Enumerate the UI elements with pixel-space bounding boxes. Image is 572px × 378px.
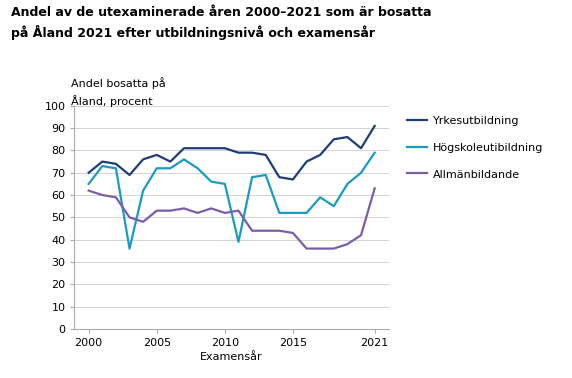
Text: på Åland 2021 efter utbildningsnivå och examensår: på Åland 2021 efter utbildningsnivå och … bbox=[11, 25, 375, 40]
Högskoleutibildning bbox=[344, 182, 351, 186]
Allmänbildande bbox=[221, 211, 228, 215]
Högskoleutibildning bbox=[167, 166, 174, 170]
Allmänbildande bbox=[113, 195, 120, 200]
Högskoleutibildning bbox=[208, 180, 214, 184]
Högskoleutibildning bbox=[140, 188, 146, 193]
Yrkesutbildning bbox=[181, 146, 188, 150]
Yrkesutbildning bbox=[99, 160, 106, 164]
Högskoleutibildning bbox=[99, 164, 106, 168]
Yrkesutbildning bbox=[303, 160, 310, 164]
Högskoleutibildning bbox=[303, 211, 310, 215]
Yrkesutbildning bbox=[126, 173, 133, 177]
X-axis label: Examensår: Examensår bbox=[200, 352, 263, 362]
Högskoleutibildning bbox=[85, 182, 92, 186]
Yrkesutbildning bbox=[208, 146, 214, 150]
Yrkesutbildning bbox=[344, 135, 351, 139]
Text: Åland, procent: Åland, procent bbox=[71, 95, 153, 107]
Allmänbildande bbox=[235, 208, 242, 213]
Yrkesutbildning bbox=[85, 170, 92, 175]
Högskoleutibildning bbox=[276, 211, 283, 215]
Allmänbildande bbox=[289, 231, 296, 235]
Högskoleutibildning bbox=[263, 173, 269, 177]
Yrkesutbildning bbox=[289, 177, 296, 182]
Allmänbildande bbox=[303, 246, 310, 251]
Yrkesutbildning bbox=[371, 124, 378, 128]
Högskoleutibildning bbox=[289, 211, 296, 215]
Allmänbildande bbox=[317, 246, 324, 251]
Yrkesutbildning bbox=[249, 150, 256, 155]
Yrkesutbildning bbox=[358, 146, 364, 150]
Allmänbildande bbox=[344, 242, 351, 246]
Allmänbildande bbox=[371, 186, 378, 191]
Text: Andel av de utexaminerade åren 2000–2021 som är bosatta: Andel av de utexaminerade åren 2000–2021… bbox=[11, 6, 432, 19]
Allmänbildande bbox=[263, 228, 269, 233]
Line: Yrkesutbildning: Yrkesutbildning bbox=[89, 126, 375, 180]
Yrkesutbildning bbox=[167, 160, 174, 164]
Yrkesutbildning bbox=[140, 157, 146, 162]
Allmänbildande bbox=[276, 228, 283, 233]
Yrkesutbildning bbox=[263, 153, 269, 157]
Högskoleutibildning bbox=[249, 175, 256, 180]
Högskoleutibildning bbox=[221, 182, 228, 186]
Allmänbildande bbox=[208, 206, 214, 211]
Högskoleutibildning bbox=[126, 246, 133, 251]
Allmänbildande bbox=[167, 208, 174, 213]
Allmänbildande bbox=[140, 220, 146, 224]
Allmänbildande bbox=[85, 188, 92, 193]
Text: Andel bosatta på: Andel bosatta på bbox=[71, 77, 166, 89]
Högskoleutibildning bbox=[317, 195, 324, 200]
Yrkesutbildning bbox=[317, 153, 324, 157]
Allmänbildande bbox=[153, 208, 160, 213]
Yrkesutbildning bbox=[194, 146, 201, 150]
Yrkesutbildning bbox=[221, 146, 228, 150]
Högskoleutibildning bbox=[113, 166, 120, 170]
Allmänbildande bbox=[99, 193, 106, 197]
Högskoleutibildning bbox=[358, 170, 364, 175]
Allmänbildande bbox=[194, 211, 201, 215]
Yrkesutbildning bbox=[235, 150, 242, 155]
Högskoleutibildning bbox=[181, 157, 188, 162]
Legend: Yrkesutbildning, Högskoleutibildning, Allmänbildande: Yrkesutbildning, Högskoleutibildning, Al… bbox=[407, 116, 543, 180]
Allmänbildande bbox=[126, 215, 133, 220]
Högskoleutibildning bbox=[194, 166, 201, 170]
Line: Allmänbildande: Allmänbildande bbox=[89, 188, 375, 249]
Högskoleutibildning bbox=[371, 150, 378, 155]
Allmänbildande bbox=[358, 233, 364, 237]
Yrkesutbildning bbox=[331, 137, 337, 142]
Yrkesutbildning bbox=[276, 175, 283, 180]
Allmänbildande bbox=[331, 246, 337, 251]
Högskoleutibildning bbox=[153, 166, 160, 170]
Högskoleutibildning bbox=[235, 240, 242, 244]
Line: Högskoleutibildning: Högskoleutibildning bbox=[89, 153, 375, 249]
Yrkesutbildning bbox=[113, 161, 120, 166]
Allmänbildande bbox=[181, 206, 188, 211]
Högskoleutibildning bbox=[331, 204, 337, 209]
Allmänbildande bbox=[249, 228, 256, 233]
Yrkesutbildning bbox=[153, 153, 160, 157]
